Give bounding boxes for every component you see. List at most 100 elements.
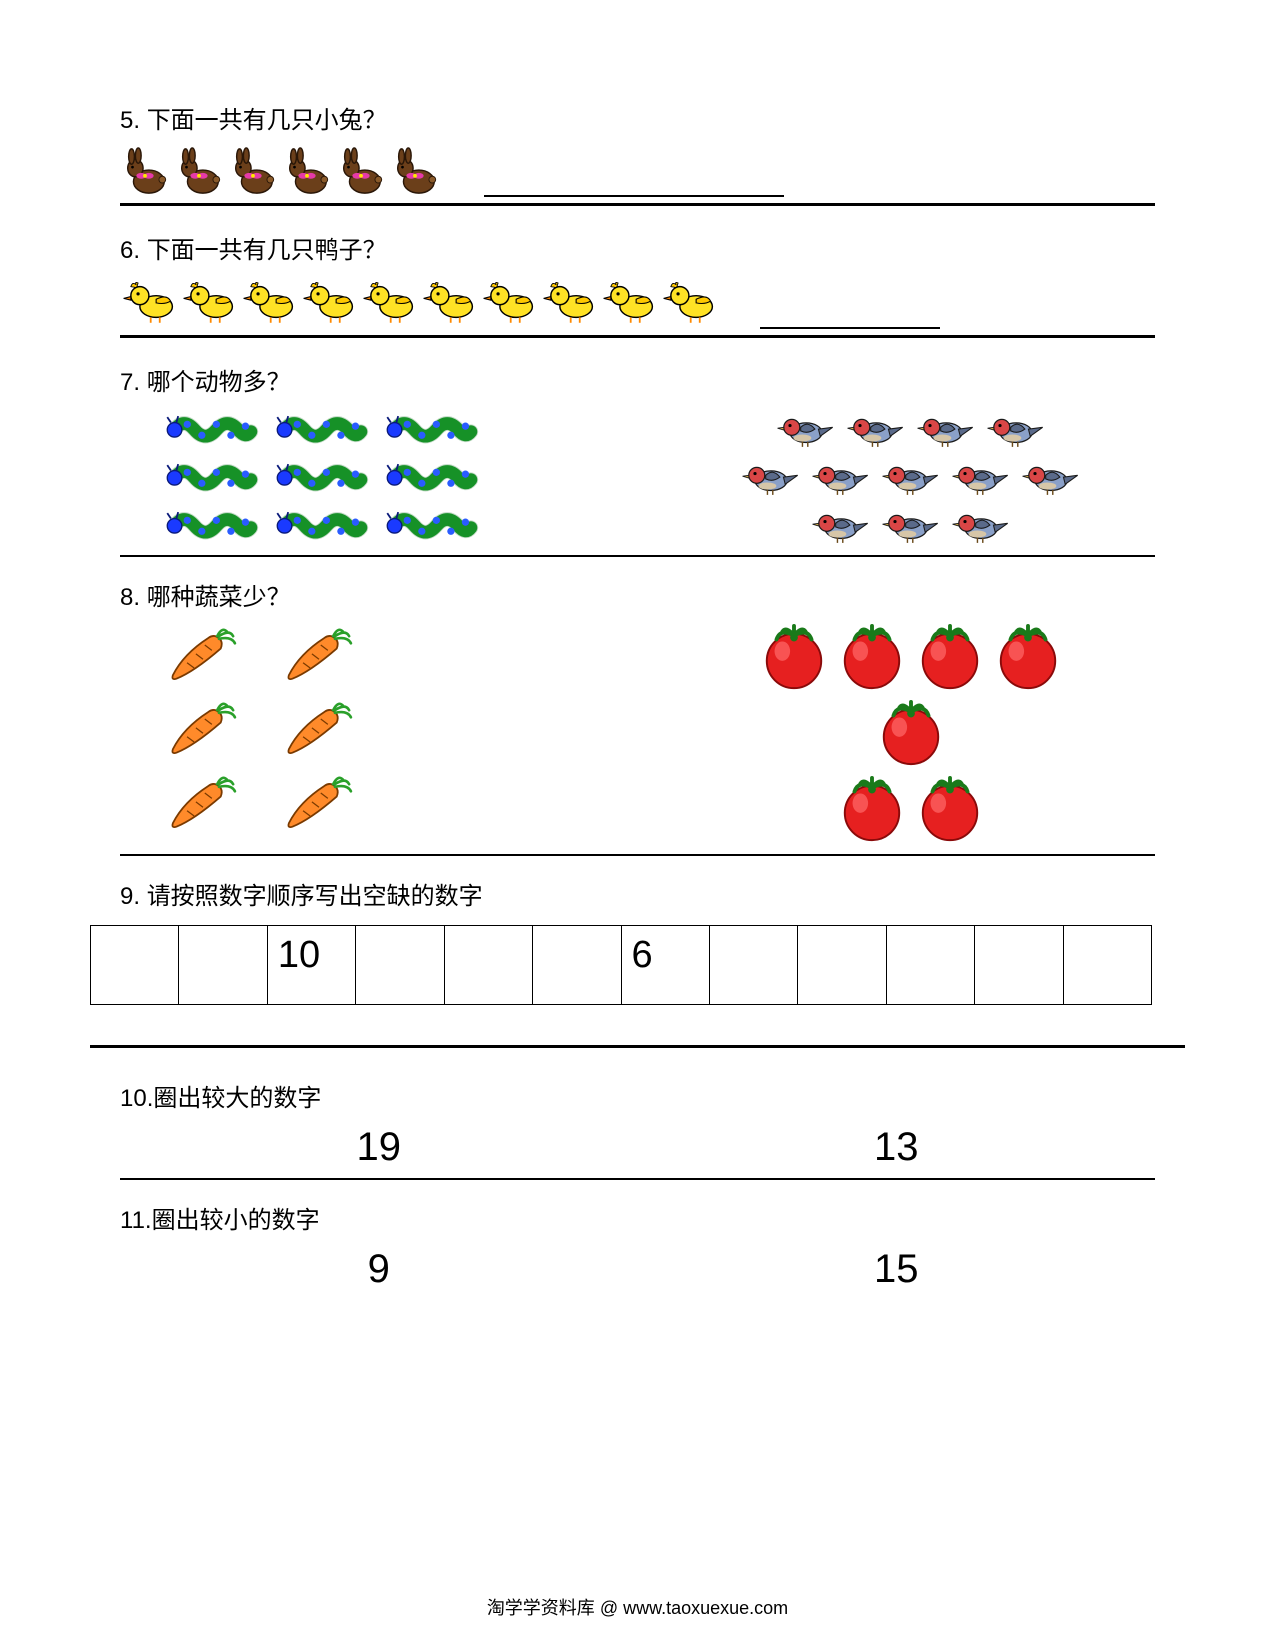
rabbit-icon	[390, 145, 440, 197]
q5-icons	[120, 145, 1155, 197]
q6-text: 6. 下面一共有几只鸭子？	[120, 230, 1155, 265]
question-11: 11.圈出较小的数字 9 15	[120, 1200, 1155, 1292]
q9-prompt: 请按照数字顺序写出空缺的数字	[147, 883, 483, 910]
duck-icon	[300, 275, 356, 329]
tomato-icon	[993, 622, 1063, 692]
carrot-icon	[160, 696, 246, 758]
q6-divider	[120, 335, 1155, 338]
question-7: 7. 哪个动物多？	[120, 362, 1155, 557]
q10-number: 10.	[120, 1085, 153, 1112]
q7-birds	[668, 407, 1156, 549]
tomato-icon	[915, 774, 985, 844]
rabbit-icon	[282, 145, 332, 197]
bird-icon	[739, 455, 803, 501]
seq-cell[interactable]	[445, 926, 533, 1004]
q10-prompt: 圈出较大的数字	[153, 1085, 321, 1112]
caterpillar-icon	[160, 407, 260, 449]
caterpillar-icon	[380, 455, 480, 497]
q8-prompt: 哪种蔬菜少？	[147, 584, 291, 611]
q7-text: 7. 哪个动物多？	[120, 362, 1155, 397]
q8-text: 8. 哪种蔬菜少？	[120, 577, 1155, 612]
seq-cell[interactable]	[533, 926, 621, 1004]
bird-icon	[809, 503, 873, 549]
bird-icon	[949, 503, 1013, 549]
caterpillar-icon	[160, 503, 260, 545]
seq-cell[interactable]: 6	[622, 926, 710, 1004]
tomato-icon	[915, 622, 985, 692]
q11-numbers: 9 15	[120, 1247, 1155, 1292]
duck-icon	[180, 275, 236, 329]
q7-divider	[120, 555, 1155, 557]
q9-big-divider	[90, 1045, 1185, 1048]
seq-cell[interactable]	[91, 926, 179, 1004]
tomato-icon	[837, 774, 907, 844]
bird-icon	[879, 455, 943, 501]
q11-prompt: 圈出较小的数字	[152, 1207, 320, 1234]
q10-n1: 19	[120, 1125, 638, 1170]
bird-icon	[914, 407, 978, 453]
q6-answer-line[interactable]	[760, 303, 940, 329]
tomato-row	[668, 622, 1156, 692]
seq-cell[interactable]	[798, 926, 886, 1004]
q7-number: 7.	[120, 369, 140, 396]
seq-cell[interactable]	[179, 926, 267, 1004]
q5-prompt: 下面一共有几只小兔？	[147, 107, 387, 134]
question-5: 5. 下面一共有几只小兔？	[120, 100, 1155, 206]
q10-n2: 13	[638, 1125, 1156, 1170]
q11-number: 11.	[120, 1207, 152, 1234]
q8-divider	[120, 854, 1155, 856]
q7-prompt: 哪个动物多？	[147, 369, 291, 396]
q5-text: 5. 下面一共有几只小兔？	[120, 100, 1155, 135]
duck-icon	[540, 275, 596, 329]
caterpillar-icon	[160, 455, 260, 497]
page-footer: 淘学学资料库 @ www.taoxuexue.com	[0, 1594, 1275, 1620]
bird-icon	[774, 407, 838, 453]
carrot-icon	[160, 770, 246, 832]
rabbit-icon	[174, 145, 224, 197]
tomato-icon	[759, 622, 829, 692]
bird-row	[668, 407, 1156, 453]
q10-divider	[120, 1178, 1155, 1180]
caterpillar-icon	[270, 455, 370, 497]
rabbit-icon	[336, 145, 386, 197]
q6-prompt: 下面一共有几只鸭子？	[147, 237, 387, 264]
q10-numbers: 19 13	[120, 1125, 1155, 1170]
bird-icon	[1019, 455, 1083, 501]
question-8: 8. 哪种蔬菜少？	[120, 577, 1155, 856]
duck-icon	[240, 275, 296, 329]
q8-number: 8.	[120, 584, 140, 611]
q5-answer-line[interactable]	[484, 171, 784, 197]
q9-text: 9. 请按照数字顺序写出空缺的数字	[120, 876, 1155, 911]
carrot-icon	[276, 696, 362, 758]
tomato-row	[668, 774, 1156, 844]
rabbit-icon	[120, 145, 170, 197]
bird-icon	[844, 407, 908, 453]
question-10: 10.圈出较大的数字 19 13	[120, 1078, 1155, 1180]
q9-number: 9.	[120, 883, 140, 910]
q9-sequence-table: 10 6	[90, 925, 1152, 1005]
seq-cell[interactable]	[1064, 926, 1151, 1004]
duck-icon	[120, 275, 176, 329]
seq-cell[interactable]	[887, 926, 975, 1004]
duck-icon	[480, 275, 536, 329]
duck-icon	[660, 275, 716, 329]
duck-icon	[420, 275, 476, 329]
q5-number: 5.	[120, 107, 140, 134]
seq-cell[interactable]: 10	[268, 926, 356, 1004]
question-9: 9. 请按照数字顺序写出空缺的数字 10 6	[120, 876, 1155, 1048]
seq-cell[interactable]	[710, 926, 798, 1004]
seq-cell[interactable]	[356, 926, 444, 1004]
q7-caterpillars	[160, 407, 608, 545]
bird-icon	[879, 503, 943, 549]
carrot-icon	[160, 622, 246, 684]
q10-text: 10.圈出较大的数字	[120, 1078, 1155, 1113]
caterpillar-icon	[270, 407, 370, 449]
bird-icon	[949, 455, 1013, 501]
carrot-icon	[276, 622, 362, 684]
caterpillar-icon	[270, 503, 370, 545]
q11-n1: 9	[120, 1247, 638, 1292]
bird-row	[668, 455, 1156, 501]
seq-cell[interactable]	[975, 926, 1063, 1004]
q8-tomatoes	[668, 622, 1156, 844]
q8-carrots	[160, 622, 608, 832]
